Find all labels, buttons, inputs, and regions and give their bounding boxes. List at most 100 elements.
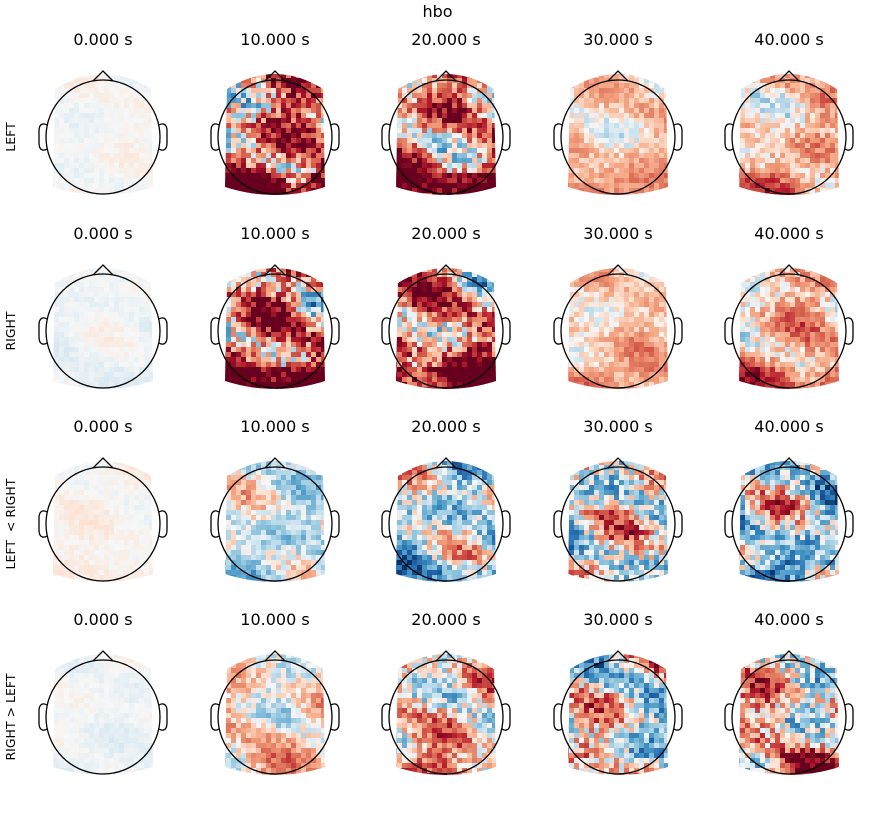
panel-title-r3-c4: 30.000 s bbox=[583, 417, 653, 436]
head-outline bbox=[560, 466, 676, 582]
right-ear bbox=[501, 123, 511, 151]
topomap-r4-c3 bbox=[381, 650, 511, 775]
panel-title-r1-c1: 0.000 s bbox=[73, 30, 133, 49]
right-ear bbox=[673, 510, 683, 538]
panel-title-r3-c5: 40.000 s bbox=[754, 417, 824, 436]
right-ear bbox=[330, 510, 340, 538]
topomap-r4-c1 bbox=[38, 650, 168, 775]
nose bbox=[435, 264, 457, 276]
head-outline bbox=[731, 466, 847, 582]
topomap-field bbox=[568, 461, 668, 582]
topomap-field bbox=[225, 654, 325, 775]
nose bbox=[778, 650, 800, 662]
row-label-1: LEFT bbox=[3, 122, 18, 152]
right-ear bbox=[330, 123, 340, 151]
topomap-field bbox=[568, 654, 668, 775]
left-ear bbox=[553, 123, 563, 151]
topomap-r4-c5 bbox=[724, 650, 854, 775]
panel-title-r1-c2: 10.000 s bbox=[240, 30, 310, 49]
nose bbox=[435, 457, 457, 469]
right-ear bbox=[844, 317, 854, 345]
left-ear bbox=[210, 703, 220, 731]
left-ear bbox=[553, 510, 563, 538]
right-ear bbox=[673, 317, 683, 345]
topomap-field bbox=[739, 268, 839, 389]
left-ear bbox=[724, 317, 734, 345]
right-ear bbox=[501, 703, 511, 731]
topomap-field bbox=[739, 74, 839, 195]
figure-title: hbo bbox=[422, 2, 453, 21]
left-ear bbox=[724, 510, 734, 538]
topomap-field bbox=[568, 268, 668, 389]
left-ear bbox=[553, 703, 563, 731]
left-ear bbox=[553, 317, 563, 345]
topomap-field bbox=[396, 461, 496, 582]
right-ear bbox=[844, 510, 854, 538]
panel-title-r4-c2: 10.000 s bbox=[240, 610, 310, 629]
head-outline bbox=[560, 273, 676, 389]
topomap-r1-c1 bbox=[38, 70, 168, 195]
left-ear bbox=[724, 123, 734, 151]
right-ear bbox=[501, 510, 511, 538]
head-outline bbox=[45, 659, 161, 775]
topomap-r3-c2 bbox=[210, 457, 340, 582]
nose bbox=[92, 650, 114, 662]
row-label-2: RIGHT bbox=[3, 311, 18, 351]
topomap-field bbox=[739, 654, 839, 775]
head-outline bbox=[45, 466, 161, 582]
nose bbox=[264, 70, 286, 82]
right-ear bbox=[158, 510, 168, 538]
nose bbox=[607, 457, 629, 469]
head-outline bbox=[217, 466, 333, 582]
row-label-4: RIGHT > LEFT bbox=[3, 673, 18, 761]
left-ear bbox=[38, 510, 48, 538]
left-ear bbox=[381, 510, 391, 538]
topomap-r3-c3 bbox=[381, 457, 511, 582]
head-outline bbox=[217, 79, 333, 195]
topomap-field bbox=[396, 654, 496, 775]
panel-title-r2-c1: 0.000 s bbox=[73, 224, 133, 243]
right-ear bbox=[330, 703, 340, 731]
head-outline bbox=[45, 273, 161, 389]
topomap-r1-c2 bbox=[210, 70, 340, 195]
topomap-r2-c3 bbox=[381, 264, 511, 389]
left-ear bbox=[210, 123, 220, 151]
right-ear bbox=[844, 703, 854, 731]
head-outline bbox=[217, 273, 333, 389]
topomap-r3-c4 bbox=[553, 457, 683, 582]
head-outline bbox=[217, 659, 333, 775]
topomap-field bbox=[396, 268, 496, 389]
topomap-field bbox=[568, 74, 668, 195]
left-ear bbox=[210, 317, 220, 345]
right-ear bbox=[158, 317, 168, 345]
nose bbox=[92, 70, 114, 82]
head-outline bbox=[731, 659, 847, 775]
topomap-r2-c2 bbox=[210, 264, 340, 389]
nose bbox=[435, 650, 457, 662]
topomap-field bbox=[396, 74, 496, 195]
nose bbox=[607, 650, 629, 662]
nose bbox=[778, 457, 800, 469]
topomap-field bbox=[53, 654, 153, 775]
head-outline bbox=[560, 659, 676, 775]
nose bbox=[264, 457, 286, 469]
topomap-r1-c5 bbox=[724, 70, 854, 195]
panel-title-r1-c5: 40.000 s bbox=[754, 30, 824, 49]
topomap-r4-c4 bbox=[553, 650, 683, 775]
panel-title-r2-c3: 20.000 s bbox=[411, 224, 481, 243]
panel-title-r4-c3: 20.000 s bbox=[411, 610, 481, 629]
topomap-field bbox=[53, 74, 153, 195]
topomap-field bbox=[739, 461, 839, 582]
nose bbox=[607, 70, 629, 82]
left-ear bbox=[38, 317, 48, 345]
head-outline bbox=[388, 273, 504, 389]
panel-title-r3-c1: 0.000 s bbox=[73, 417, 133, 436]
right-ear bbox=[844, 123, 854, 151]
head-outline bbox=[45, 79, 161, 195]
head-outline bbox=[388, 79, 504, 195]
right-ear bbox=[330, 317, 340, 345]
figure: hbo LEFT RIGHT LEFT < RIGHT RIGHT > LEFT 0.0… bbox=[3, 2, 854, 775]
topomap-r1-c3 bbox=[381, 70, 511, 195]
head-outline bbox=[388, 659, 504, 775]
topomap-r2-c4 bbox=[553, 264, 683, 389]
